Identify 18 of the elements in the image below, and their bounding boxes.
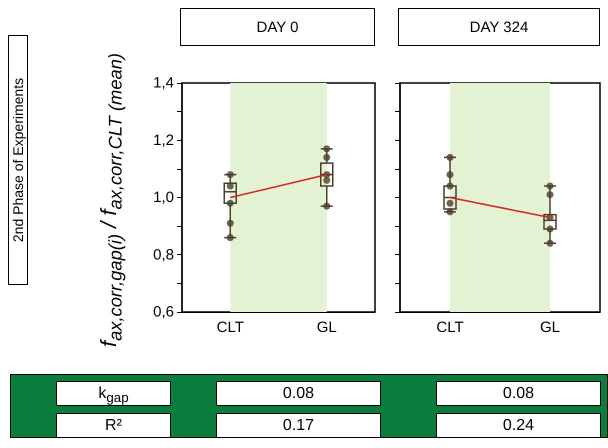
y-tick-label: 1,2 [153,132,174,149]
text: 0.24 [436,413,601,438]
text: 0.17 [216,413,381,438]
text: k$_{gap}$ [56,381,171,406]
text: 2nd Phase of Experiments [8,35,28,285]
y-tick-label: 0,6 [153,304,174,320]
y-tick-label: 0,8 [153,246,174,264]
chart-title: DAY 324 [398,8,600,46]
chart-title: DAY 0 [180,8,375,46]
y-tick-label: 1,0 [153,189,174,206]
text: 0.08 [436,381,601,406]
x-tick-label: CLT [436,319,464,336]
text: 0.08 [216,381,381,406]
y-tick-label: 1,4 [153,74,174,92]
x-tick-label: CLT [216,319,244,336]
x-tick-label: GL [316,319,337,336]
text: R² [56,413,171,438]
x-tick-label: GL [540,319,560,336]
